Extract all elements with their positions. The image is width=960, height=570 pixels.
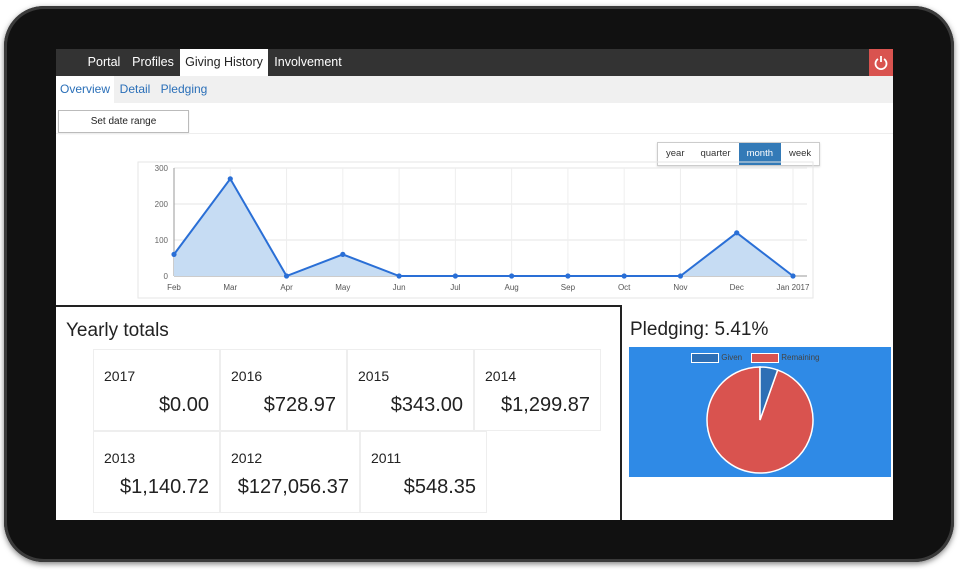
yearly-totals-panel: Yearly totals 2017 $0.00 2016 $728.97 20… [56,305,622,520]
y-tick-label: 0 [164,272,169,281]
year-amount: $728.97 [263,394,336,416]
pledging-pie-chart [706,366,814,474]
data-point [283,273,290,279]
data-point [452,273,458,279]
data-point [227,176,233,182]
range-selector: year quarter month week [657,142,821,166]
x-tick-label: Aug [505,283,519,292]
legend-label: Remaining [781,353,820,363]
range-quarter[interactable]: quarter [700,148,731,159]
tab-profiles[interactable]: Profiles [132,55,174,69]
year-card-2011: 2011 $548.35 [360,431,487,513]
year-amount: $1,140.72 [120,476,209,498]
year-label: 2012 [231,450,263,466]
data-point [396,273,402,279]
y-tick-label: 300 [155,164,169,173]
data-point [171,251,177,257]
range-year[interactable]: year [666,148,685,159]
x-tick-label: Dec [730,283,744,292]
subtab-overview[interactable]: Overview [56,76,114,103]
pledging-title: Pledging: 5.41% [630,319,769,340]
series-line [173,176,794,278]
y-tick-label: 100 [155,236,169,245]
tab-portal[interactable]: Portal [87,55,121,69]
range-month[interactable]: month [738,143,781,165]
x-tick-label: Jun [393,283,406,292]
year-card-2015: 2015 $343.00 [347,349,474,431]
tab-giving-history[interactable]: Giving History [180,49,268,76]
year-label: 2015 [358,368,390,384]
x-tick-label: Apr [280,283,293,292]
app-screen: Portal Profiles Giving History Involveme… [56,49,893,520]
giving-area-chart: 0 100 200 300 Feb Mar Apr May Jun Jul Aug Sep Oct Nov… [137,161,814,299]
year-amount: $0.00 [158,394,209,416]
year-amount: $548.35 [403,476,476,498]
year-amount: $343.00 [390,394,463,416]
data-point [677,273,684,279]
x-tick-label: Sep [561,283,576,292]
legend-given: Given [691,353,742,363]
data-point [509,273,515,279]
year-amount: $127,056.37 [237,476,349,498]
year-label: 2011 [371,450,402,466]
x-tick-label: Feb [167,283,181,292]
year-card-2016: 2016 $728.97 [220,349,347,431]
x-tick-label: Jul [450,283,460,292]
x-tick-label: May [335,283,350,292]
year-card-2013: 2013 $1,140.72 [93,431,220,513]
legend-swatch [751,353,779,363]
power-icon [874,56,888,70]
year-card-2014: 2014 $1,299.87 [474,349,601,431]
pie-slice-remaining [706,366,814,474]
yearly-totals-title: Yearly totals [66,320,169,341]
top-navigation: Portal Profiles Giving History Involveme… [56,49,893,76]
x-tick-label: Oct [618,283,631,292]
data-point [621,273,627,279]
year-label: 2016 [231,368,263,384]
data-point [734,230,740,236]
divider [56,133,893,134]
subtab-pledging[interactable]: Pledging [160,82,208,96]
year-label: 2017 [104,368,136,384]
legend-remaining: Remaining [751,353,819,363]
logout-button[interactable] [869,49,893,76]
legend-label: Given [721,353,743,363]
data-point [340,251,346,257]
sub-navigation: Overview Detail Pledging [56,76,893,103]
year-label: 2014 [485,368,517,384]
data-point [565,273,571,279]
x-tick-label: Jan 2017 [777,283,810,292]
year-card-2017: 2017 $0.00 [93,349,220,431]
set-date-range-button[interactable]: Set date range [58,110,189,133]
data-point [790,273,796,279]
x-tick-label: Nov [673,283,687,292]
pie-slice-given [759,366,779,421]
tab-involvement[interactable]: Involvement [274,55,342,69]
year-amount: $1,299.87 [501,394,590,416]
x-tick-label: Mar [223,283,237,292]
year-label: 2013 [104,450,136,466]
year-card-2012: 2012 $127,056.37 [220,431,360,513]
y-tick-label: 200 [155,200,169,209]
range-week[interactable]: week [789,148,812,159]
chart-frame [137,161,814,299]
legend-swatch [691,353,719,363]
subtab-detail[interactable]: Detail [119,82,151,96]
